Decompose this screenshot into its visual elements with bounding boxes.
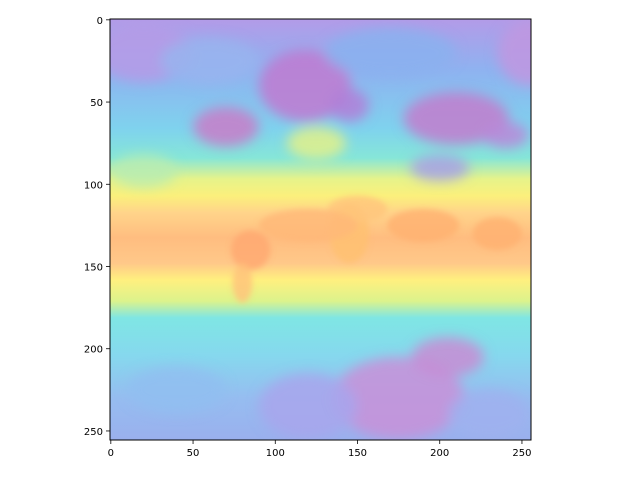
heatmap-region-10 xyxy=(324,28,457,78)
x-tick-label: 100 xyxy=(266,448,285,459)
heatmap-region-2 xyxy=(329,88,370,122)
heatmap-warm-region-7 xyxy=(258,208,358,242)
y-tick-label: 0 xyxy=(97,16,103,27)
heatmap-region-8 xyxy=(497,19,531,86)
heatmap-image xyxy=(110,19,531,440)
heatmap-region-12 xyxy=(411,337,485,377)
heatmap-region-16 xyxy=(286,126,346,160)
x-tick-label: 250 xyxy=(512,448,531,459)
heatmap-region-11 xyxy=(332,356,465,440)
heatmap-warm-region-5 xyxy=(387,208,460,242)
heatmap-region-4 xyxy=(403,92,509,145)
x-axis: 0 50 100 150 200 250 xyxy=(108,440,532,459)
y-tick-label: 100 xyxy=(84,180,103,191)
heatmap-region-13 xyxy=(258,373,358,440)
heatmap-region-17 xyxy=(110,154,177,188)
heatmap-region-5 xyxy=(482,121,529,149)
y-tick-label: 200 xyxy=(84,345,103,356)
heatmap-warm-region-2 xyxy=(232,263,253,303)
heatmap-warm-region-6 xyxy=(472,217,522,251)
x-tick-label: 50 xyxy=(187,448,200,459)
heatmap-region-6 xyxy=(410,154,470,181)
heatmap-region-14 xyxy=(127,366,226,413)
y-tick-label: 150 xyxy=(84,263,103,274)
y-tick-label: 50 xyxy=(90,98,103,109)
heatmap-region-3 xyxy=(193,106,259,147)
y-tick-label: 250 xyxy=(84,427,103,438)
x-tick-label: 200 xyxy=(430,448,449,459)
x-tick-label: 0 xyxy=(108,448,114,459)
y-axis: 0 50 100 150 200 250 xyxy=(84,16,110,438)
heatmap-region-15 xyxy=(447,389,531,440)
x-tick-label: 150 xyxy=(348,448,367,459)
plot-frame xyxy=(109,18,532,441)
heatmap-region-1 xyxy=(258,49,351,122)
heatmap-region-9 xyxy=(160,37,259,84)
heatmap-warm-region-1 xyxy=(230,230,271,270)
